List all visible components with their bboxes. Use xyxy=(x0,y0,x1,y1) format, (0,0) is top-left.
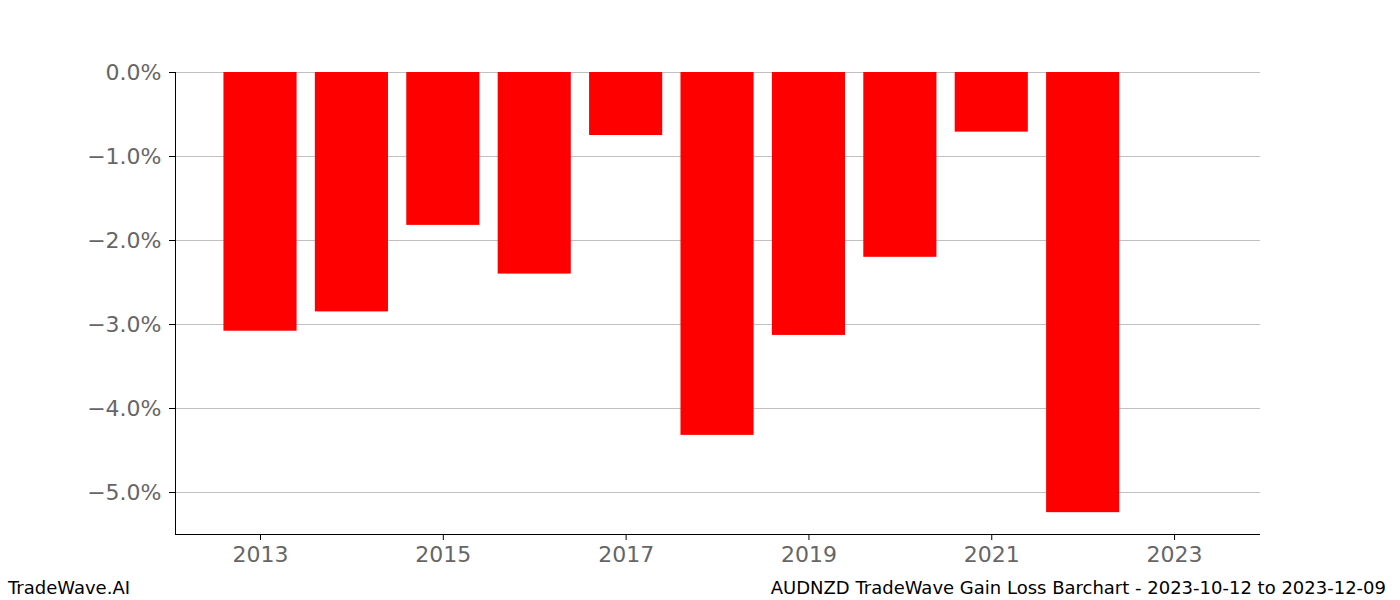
svg-text:2023: 2023 xyxy=(1147,542,1203,567)
svg-text:−2.0%: −2.0% xyxy=(87,228,161,253)
svg-text:−4.0%: −4.0% xyxy=(87,396,161,421)
svg-text:2019: 2019 xyxy=(781,542,837,567)
svg-text:−1.0%: −1.0% xyxy=(87,144,161,169)
html-text:AUDNZD TradeWave Gain Loss Bar: AUDNZD TradeWave Gain Loss Barchart - 20… xyxy=(770,577,1386,598)
svg-text:2013: 2013 xyxy=(233,542,289,567)
svg-text:2021: 2021 xyxy=(964,542,1020,567)
svg-text:0.0%: 0.0% xyxy=(106,60,162,85)
svg-text:2017: 2017 xyxy=(598,542,654,567)
html-text:TradeWave.AI: TradeWave.AI xyxy=(8,577,130,598)
svg-text:−3.0%: −3.0% xyxy=(87,312,161,337)
svg-text:2015: 2015 xyxy=(415,542,471,567)
svg-text:−5.0%: −5.0% xyxy=(87,480,161,505)
